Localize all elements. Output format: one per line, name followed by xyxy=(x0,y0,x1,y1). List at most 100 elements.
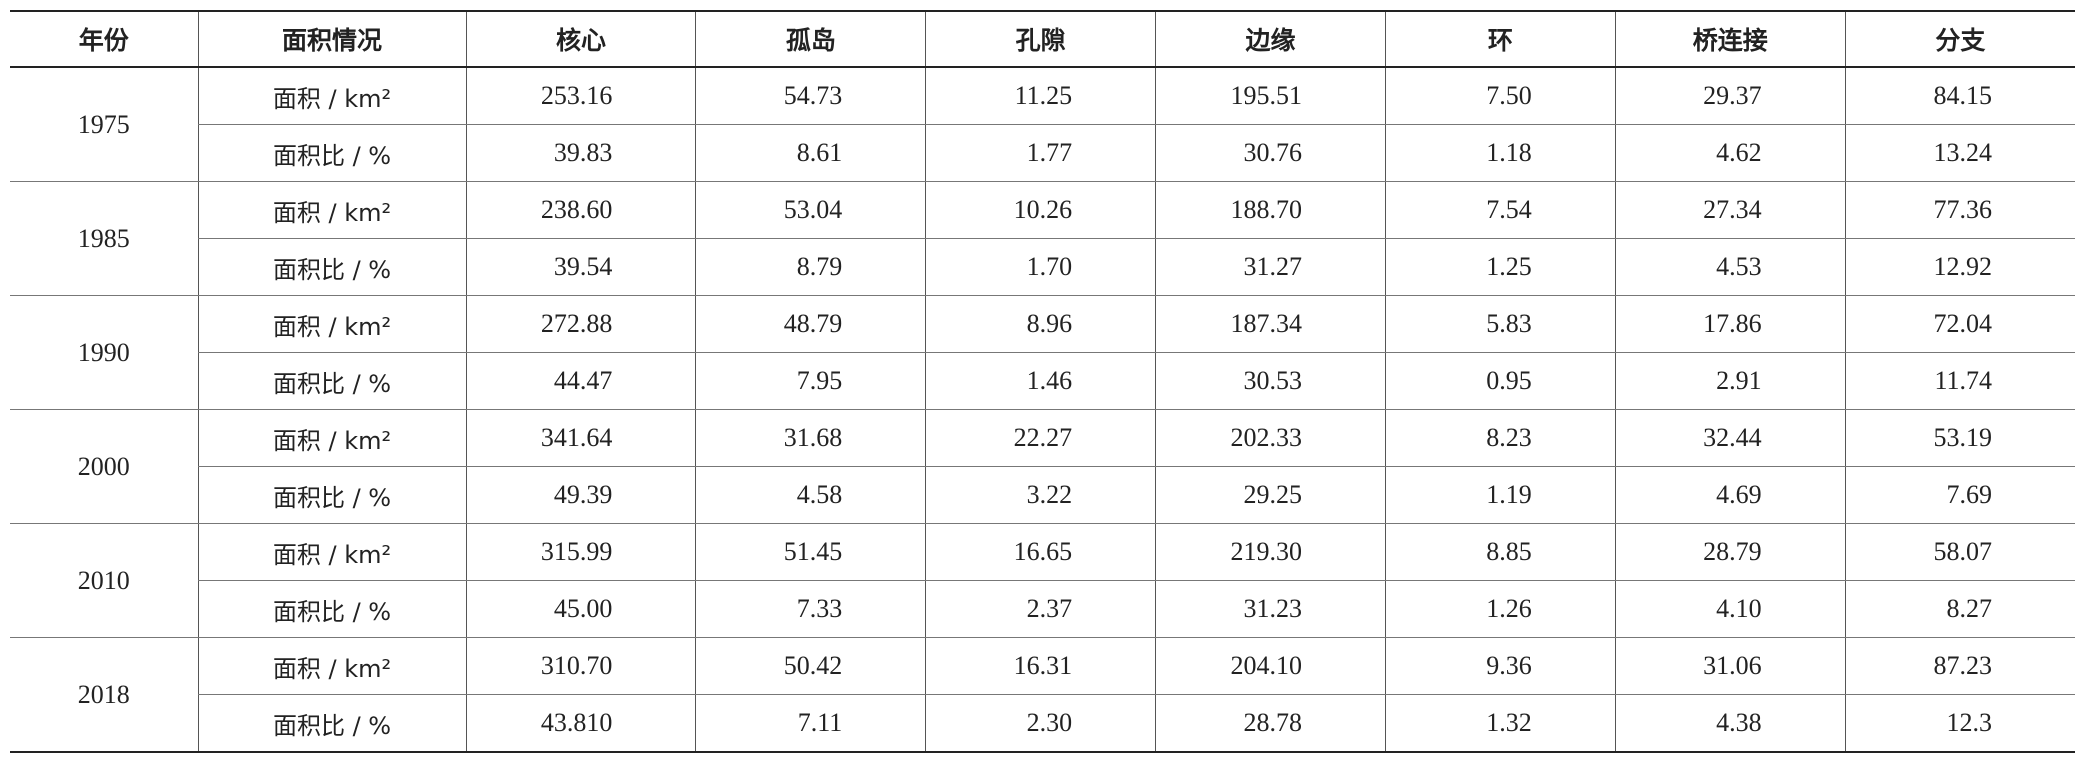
value-cell: 31.06 xyxy=(1614,637,1846,695)
row-label: 面积 / km² xyxy=(197,295,467,353)
value-cell: 58.07 xyxy=(1844,523,2075,581)
page: 年份 面积情况 核心 孤岛 孔隙 边缘环桥连接 分支 1975 面积 / km² 253.16 5… xyxy=(10,10,2075,753)
value-cell: 31.27 xyxy=(1155,238,1386,296)
ratio-row: 面积比 / % 49.39 4.58 3.22 29.25 1.19 4.69 7.69 xyxy=(10,466,2075,524)
value-cell: 51.45 xyxy=(695,523,926,581)
value-cell: 204.10 xyxy=(1155,637,1386,695)
ratio-row: 面积比 / % 39.54 8.79 1.70 31.27 1.25 4.53 12.92 xyxy=(10,238,2075,296)
ratio-row: 面积比 / % 45.00 7.33 2.37 31.23 1.26 4.10 8.27 xyxy=(10,580,2075,638)
value-cell: 8.23 xyxy=(1384,409,1616,467)
value-cell: 32.44 xyxy=(1614,409,1846,467)
value-cell: 12.3 xyxy=(1844,694,2075,753)
ratio-row: 面积比 / % 43.810 7.11 2.30 28.78 1.32 4.38 12.3 xyxy=(10,694,2075,753)
value-cell: 54.73 xyxy=(695,67,926,125)
value-cell: 17.86 xyxy=(1614,295,1846,353)
value-cell: 1.77 xyxy=(925,124,1156,182)
value-cell: 195.51 xyxy=(1155,67,1386,125)
data-table: 年份 面积情况 核心 孤岛 孔隙 边缘环桥连接 分支 1975 面积 / km² 253.16 5… xyxy=(10,10,2075,753)
row-label: 面积 / km² xyxy=(197,523,467,581)
value-cell: 8.79 xyxy=(695,238,926,296)
header-cell: 分支 xyxy=(1844,10,2075,68)
value-cell: 310.70 xyxy=(465,637,696,695)
value-cell: 39.54 xyxy=(465,238,696,296)
value-cell: 219.30 xyxy=(1155,523,1386,581)
value-cell: 4.69 xyxy=(1614,466,1846,524)
row-label: 面积 / km² xyxy=(197,637,467,695)
value-cell: 238.60 xyxy=(465,181,696,239)
value-cell: 1.46 xyxy=(925,352,1156,410)
year-cell: 2018 xyxy=(10,637,199,753)
value-cell: 1.19 xyxy=(1384,466,1616,524)
value-cell: 8.27 xyxy=(1844,580,2075,638)
ratio-row: 面积比 / % 44.47 7.95 1.46 30.53 0.95 2.91 11.74 xyxy=(10,352,2075,410)
value-cell: 1.32 xyxy=(1384,694,1616,753)
row-label: 面积比 / % xyxy=(197,466,467,524)
year-cell: 2000 xyxy=(10,409,199,524)
value-cell: 253.16 xyxy=(465,67,696,125)
value-cell: 39.83 xyxy=(465,124,696,182)
value-cell: 28.78 xyxy=(1155,694,1386,753)
header-cell: 年份 xyxy=(10,10,199,68)
value-cell: 30.53 xyxy=(1155,352,1386,410)
value-cell: 8.61 xyxy=(695,124,926,182)
area-row: 1975 面积 / km² 253.16 54.73 11.25 195.51 7.50 29… xyxy=(10,67,2075,182)
value-cell: 44.47 xyxy=(465,352,696,410)
value-cell: 4.10 xyxy=(1614,580,1846,638)
ratio-row: 面积比 / % 39.83 8.61 1.77 30.76 1.18 4.62 13.24 xyxy=(10,124,2075,182)
value-cell: 22.27 xyxy=(925,409,1156,467)
header-cell: 环 xyxy=(1384,10,1616,68)
value-cell: 16.65 xyxy=(925,523,1156,581)
value-cell: 4.62 xyxy=(1614,124,1846,182)
value-cell: 1.70 xyxy=(925,238,1156,296)
area-row: 1985 面积 / km² 238.60 53.04 10.26 188.70 7.54 27… xyxy=(10,181,2075,296)
value-cell: 202.33 xyxy=(1155,409,1386,467)
value-cell: 8.85 xyxy=(1384,523,1616,581)
value-cell: 84.15 xyxy=(1844,67,2075,125)
value-cell: 272.88 xyxy=(465,295,696,353)
value-cell: 2.91 xyxy=(1614,352,1846,410)
value-cell: 187.34 xyxy=(1155,295,1386,353)
value-cell: 29.37 xyxy=(1614,67,1846,125)
area-row: 2018 面积 / km² 310.70 50.42 16.31 204.10 9.36 31… xyxy=(10,637,2075,753)
value-cell: 9.36 xyxy=(1384,637,1616,695)
value-cell: 87.23 xyxy=(1844,637,2075,695)
value-cell: 1.18 xyxy=(1384,124,1616,182)
value-cell: 31.23 xyxy=(1155,580,1386,638)
value-cell: 53.19 xyxy=(1844,409,2075,467)
header-row: 年份 面积情况 核心 孤岛 孔隙 边缘环桥连接 分支 xyxy=(10,10,2075,68)
area-row: 2000 面积 / km² 341.64 31.68 22.27 202.33 8.23 32… xyxy=(10,409,2075,524)
year-cell: 1990 xyxy=(10,295,199,410)
value-cell: 2.37 xyxy=(925,580,1156,638)
value-cell: 45.00 xyxy=(465,580,696,638)
table-header: 年份 面积情况 核心 孤岛 孔隙 边缘环桥连接 分支 xyxy=(10,10,2075,68)
value-cell: 11.25 xyxy=(925,67,1156,125)
header-cell: 面积情况 xyxy=(197,10,467,68)
value-cell: 43.810 xyxy=(465,694,696,753)
row-label: 面积比 / % xyxy=(197,580,467,638)
value-cell: 31.68 xyxy=(695,409,926,467)
value-cell: 188.70 xyxy=(1155,181,1386,239)
value-cell: 1.25 xyxy=(1384,238,1616,296)
value-cell: 4.38 xyxy=(1614,694,1846,753)
value-cell: 341.64 xyxy=(465,409,696,467)
year-cell: 1985 xyxy=(10,181,199,296)
value-cell: 7.95 xyxy=(695,352,926,410)
value-cell: 29.25 xyxy=(1155,466,1386,524)
value-cell: 7.69 xyxy=(1844,466,2075,524)
value-cell: 28.79 xyxy=(1614,523,1846,581)
value-cell: 10.26 xyxy=(925,181,1156,239)
area-row: 1990 面积 / km² 272.88 48.79 8.96 187.34 5.83 17.… xyxy=(10,295,2075,410)
row-label: 面积 / km² xyxy=(197,409,467,467)
value-cell: 7.50 xyxy=(1384,67,1616,125)
value-cell: 12.92 xyxy=(1844,238,2075,296)
row-label: 面积比 / % xyxy=(197,238,467,296)
value-cell: 4.58 xyxy=(695,466,926,524)
value-cell: 27.34 xyxy=(1614,181,1846,239)
value-cell: 50.42 xyxy=(695,637,926,695)
value-cell: 53.04 xyxy=(695,181,926,239)
area-row: 2010 面积 / km² 315.99 51.45 16.65 219.30 8.85 28… xyxy=(10,523,2075,638)
value-cell: 13.24 xyxy=(1844,124,2075,182)
value-cell: 77.36 xyxy=(1844,181,2075,239)
value-cell: 3.22 xyxy=(925,466,1156,524)
value-cell: 11.74 xyxy=(1844,352,2075,410)
